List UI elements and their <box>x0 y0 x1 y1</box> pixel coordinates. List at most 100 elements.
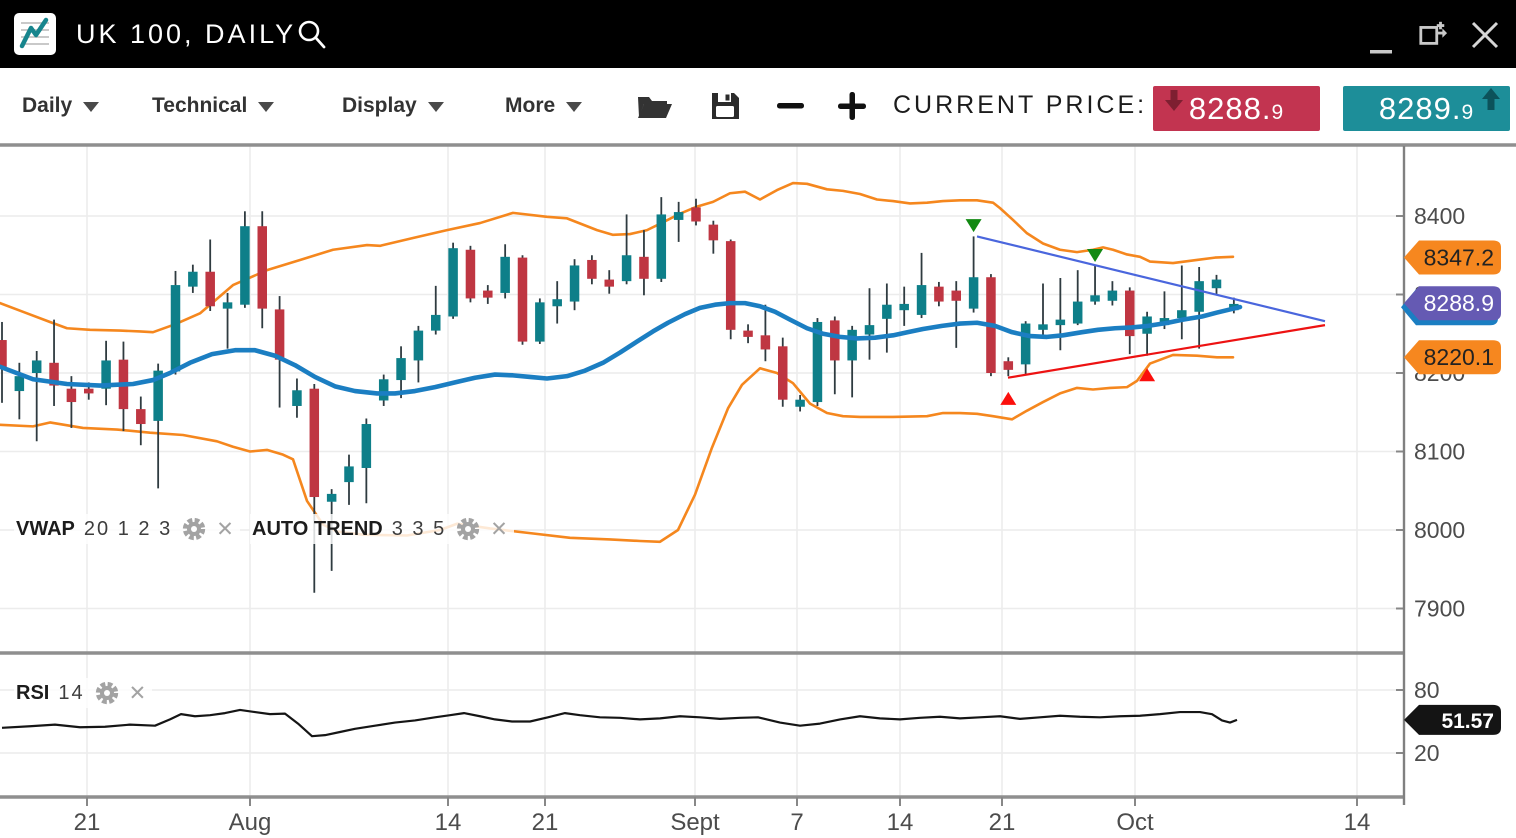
save-icon[interactable] <box>708 68 742 143</box>
x-axis-label: 21 <box>532 809 559 836</box>
candle-up <box>170 285 181 372</box>
auto-trend-remove-icon[interactable]: ✕ <box>490 517 508 541</box>
open-folder-icon[interactable] <box>636 68 672 143</box>
candle-up <box>413 330 424 361</box>
rsi-indicator-name: RSI <box>16 681 50 704</box>
rsi-axis-label: 20 <box>1414 740 1440 766</box>
candle-up <box>1090 295 1100 302</box>
candle-down <box>257 226 267 309</box>
vwap-indicator-params: 20 1 2 3 <box>83 517 173 540</box>
candle-down <box>725 241 736 330</box>
candle-up <box>552 299 562 307</box>
vwap-line <box>0 300 1243 396</box>
candle-up <box>396 358 406 381</box>
candle-up <box>1194 281 1204 312</box>
rsi-axis-tag-value: 51.57 <box>1441 710 1494 733</box>
menu-display[interactable]: Display <box>342 68 444 143</box>
candle-up <box>569 265 580 302</box>
candle-up <box>1072 301 1083 324</box>
auto-trend-signal-sell-marker <box>965 219 982 233</box>
candle-down <box>66 388 77 403</box>
chevron-down-icon <box>566 102 583 112</box>
candle-down <box>778 346 788 400</box>
candle-down <box>205 271 215 307</box>
price-axis-tag <box>1404 286 1501 321</box>
candle-up <box>1038 324 1048 330</box>
vwap-settings-gear-icon[interactable] <box>181 516 207 542</box>
rsi-indicator-params: 14 <box>58 681 85 704</box>
bollinger-lower-band <box>0 353 1235 544</box>
candle-up <box>847 329 857 361</box>
candle-down <box>1003 361 1014 370</box>
candle-up <box>292 390 302 406</box>
candle-up <box>535 302 545 342</box>
bollinger-upper-band <box>0 181 1235 334</box>
auto-trend-signal-buy-marker <box>1139 368 1156 382</box>
candle-up <box>326 493 337 502</box>
candle-down <box>136 409 146 425</box>
price-axis-label: 7900 <box>1414 596 1465 622</box>
auto-trend-settings-gear-icon[interactable] <box>455 516 481 542</box>
candle-up <box>795 399 805 407</box>
rsi-settings-gear-icon[interactable] <box>94 680 120 706</box>
sell-price-value: 8288.9 <box>1188 91 1285 126</box>
window-controls <box>1366 0 1516 68</box>
candle-up <box>448 248 458 317</box>
candle-up <box>1055 319 1066 326</box>
menu-technical[interactable]: Technical <box>152 68 275 143</box>
menu-technical-label: Technical <box>152 93 248 117</box>
candle-down <box>691 207 701 222</box>
candle-up <box>864 325 875 335</box>
candle-up <box>812 321 823 403</box>
auto-trend-lower <box>1007 324 1326 379</box>
zoom-in-icon[interactable] <box>836 68 868 143</box>
x-axis-label: 21 <box>989 809 1016 836</box>
rsi-remove-icon[interactable]: ✕ <box>128 681 147 705</box>
menu-more-label: More <box>505 93 556 117</box>
candle-up <box>916 285 927 315</box>
rsi-axis-tag <box>1404 704 1501 735</box>
candle-down <box>483 290 493 298</box>
x-axis-label: Aug <box>229 809 272 836</box>
candle-up <box>222 302 233 309</box>
x-axis-label: 14 <box>435 809 462 836</box>
menu-more[interactable]: More <box>505 68 583 143</box>
price-axis-label: 8000 <box>1414 517 1465 543</box>
candle-down <box>951 290 961 301</box>
candle-down <box>830 320 840 361</box>
candle-down <box>0 340 7 370</box>
chevron-down-icon <box>258 102 275 112</box>
price-axis-tag-value: 8288.9 <box>1424 290 1494 316</box>
x-axis-label: 14 <box>1344 809 1371 836</box>
price-axis-tag <box>1404 340 1501 375</box>
sell-price-button[interactable]: 8288.9 <box>1153 86 1320 131</box>
close-icon[interactable] <box>1470 14 1500 54</box>
rsi-line <box>1 708 1238 738</box>
popout-button[interactable] <box>1418 14 1448 54</box>
candle-up <box>621 255 632 282</box>
x-axis-label: 21 <box>74 809 101 836</box>
candle-up <box>361 424 372 468</box>
candle-up <box>344 466 354 483</box>
minimize-button[interactable] <box>1366 14 1396 54</box>
menu-timeframe-label: Daily <box>22 93 73 117</box>
menu-timeframe[interactable]: Daily <box>22 68 100 143</box>
candle-up <box>673 212 684 220</box>
auto-trend-upper <box>976 235 1326 323</box>
vwap-remove-icon[interactable]: ✕ <box>216 517 234 541</box>
zoom-out-icon[interactable] <box>776 68 806 143</box>
x-axis-label: Sept <box>670 809 720 836</box>
candle-up <box>153 370 163 421</box>
candle-up <box>899 303 909 311</box>
candle-up <box>1020 323 1031 365</box>
price-axis-label: 8400 <box>1414 203 1465 229</box>
auto-trend-indicator-params: 3 3 5 <box>391 517 447 540</box>
search-icon[interactable] <box>295 18 329 52</box>
candle-down <box>708 224 719 241</box>
candle-up <box>101 360 111 389</box>
current-price-label: CURRENT PRICE: <box>893 91 1148 119</box>
menu-display-label: Display <box>342 93 417 117</box>
buy-price-button[interactable]: 8289.9 <box>1343 86 1510 131</box>
